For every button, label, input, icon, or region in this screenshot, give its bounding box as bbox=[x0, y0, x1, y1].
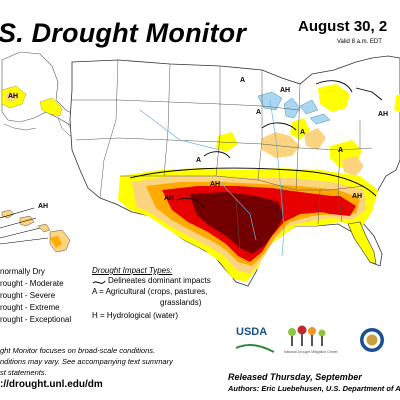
impact-delineates: Delineates dominant impacts bbox=[108, 276, 211, 285]
legend-d4: rought - Exceptional bbox=[0, 315, 72, 324]
map-date: August 30, 2 bbox=[298, 18, 388, 35]
note-line: ght Monitor focuses on broad-scale condi… bbox=[0, 346, 156, 355]
south-d4 bbox=[190, 192, 284, 254]
impact-label-ah: AH bbox=[352, 193, 362, 200]
hawaii-inset bbox=[0, 207, 71, 253]
delineation-sample bbox=[92, 280, 106, 284]
authors-line: Authors: Eric Luebehusen, U.S. Departmen… bbox=[228, 384, 400, 393]
note-line: nditions may vary. See accompanying text… bbox=[0, 357, 173, 366]
state-borders bbox=[72, 59, 373, 251]
impact-agricultural-cont: grasslands) bbox=[160, 298, 202, 307]
doc-seal bbox=[360, 328, 384, 352]
midwest-d1 bbox=[304, 128, 326, 150]
impact-label-a: A bbox=[300, 129, 305, 136]
usda-swoosh bbox=[235, 344, 275, 353]
legend-d0: normally Dry bbox=[0, 267, 45, 276]
northeast-d0 bbox=[318, 84, 350, 112]
alaska-inset bbox=[1, 51, 81, 137]
nc-d1 bbox=[342, 156, 364, 176]
alaska-d0-east bbox=[39, 97, 63, 117]
impact-label-ah: AH bbox=[38, 203, 48, 210]
alaska-d1 bbox=[6, 92, 18, 102]
impact-label-ah: AH bbox=[280, 87, 290, 94]
legend-d1: rought - Moderate bbox=[0, 279, 64, 288]
legend-d3: rought - Extreme bbox=[0, 303, 60, 312]
hawaii-island-1 bbox=[1, 209, 15, 219]
impact-agricultural: A = Agricultural (crops, pastures, bbox=[92, 287, 208, 296]
impact-legend-title: Drought Impact Types: bbox=[92, 266, 173, 275]
hawaii-island-3 bbox=[37, 223, 51, 233]
iowa-d1 bbox=[262, 132, 300, 158]
release-date: Released Thursday, September bbox=[228, 372, 362, 382]
impact-label-ah: AH bbox=[164, 195, 174, 202]
severity-legend: normally Dry rought - Moderate rought - … bbox=[0, 266, 71, 326]
impact-label-ah: AH bbox=[8, 93, 18, 100]
impact-label-a: A bbox=[196, 157, 201, 164]
great-lakes bbox=[257, 91, 331, 125]
rivers bbox=[139, 99, 285, 257]
note-line: st statements. bbox=[0, 368, 47, 377]
florida bbox=[347, 221, 377, 265]
impact-legend: Drought Impact Types: Delineates dominan… bbox=[92, 266, 211, 321]
hawaii-island-2 bbox=[19, 215, 35, 227]
impact-lines bbox=[129, 80, 383, 209]
north-d0-far bbox=[394, 94, 400, 112]
usda-logo-text: USDA bbox=[236, 326, 268, 338]
impact-label-a: A bbox=[256, 109, 261, 116]
impact-label-a: A bbox=[240, 77, 245, 84]
map-title: S. Drought Monitor bbox=[0, 18, 247, 48]
impact-label-ah: AH bbox=[210, 181, 220, 188]
ndmc-logo-text: National Drought Mitigation Center bbox=[284, 350, 338, 354]
plains-d0 bbox=[216, 132, 238, 152]
impact-label-ah: AH bbox=[378, 111, 388, 118]
impact-hydrological: H = Hydrological (water) bbox=[92, 311, 179, 320]
impact-label-a: A bbox=[338, 147, 343, 154]
website-url[interactable]: ://drought.unl.edu/dm bbox=[0, 379, 103, 390]
southeast-d3 bbox=[312, 196, 356, 216]
usda-logo: USDA bbox=[232, 326, 276, 356]
ndmc-logo bbox=[288, 325, 326, 346]
disclaimer-note: ght Monitor focuses on broad-scale condi… bbox=[0, 345, 173, 378]
valid-time: Valid 8 a.m. EDT bbox=[337, 39, 382, 45]
legend-d2: rought - Severe bbox=[0, 291, 56, 300]
